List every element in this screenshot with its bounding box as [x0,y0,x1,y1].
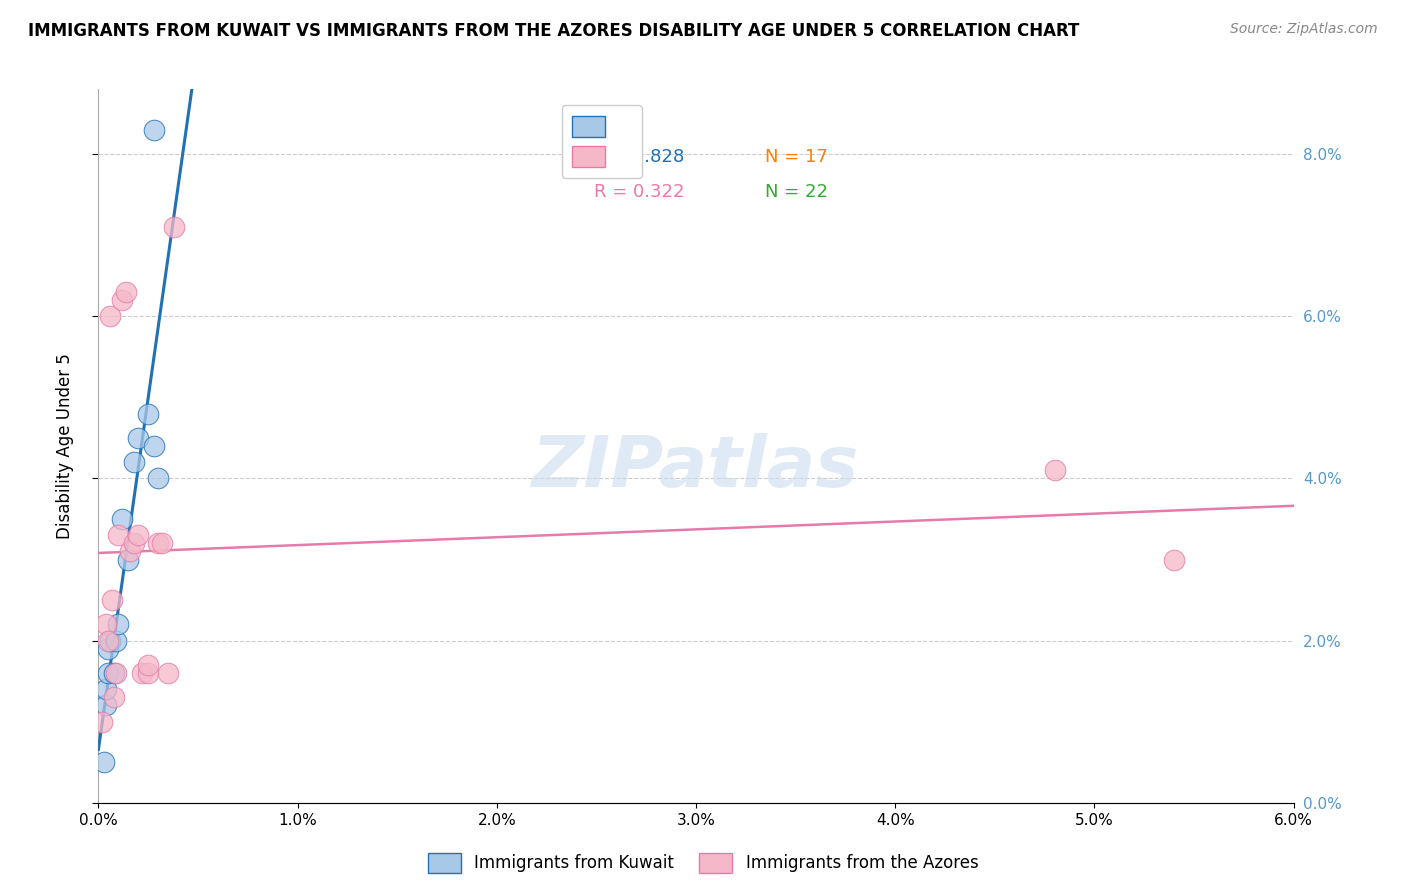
Point [105,633,128,648]
Point [148,536,170,550]
Point [157,666,180,681]
Point [107,617,129,632]
Point [117,552,139,566]
Point [105,666,128,681]
Point [131,666,153,681]
Point [136,407,159,421]
Point [148,471,170,485]
Point [107,528,129,542]
Point [98,633,122,648]
Point [136,666,159,681]
Legend:   ,   : , [561,105,641,178]
Point [115,285,138,299]
Point [111,293,134,307]
Text: R = 0.322: R = 0.322 [595,184,685,202]
Point [97,666,120,681]
Point [127,528,149,542]
Point [103,690,125,705]
Point [124,536,146,550]
Point [150,536,173,550]
Point [98,310,122,324]
Point [96,682,118,697]
Point [101,593,124,607]
Point [143,439,166,453]
Text: IMMIGRANTS FROM KUWAIT VS IMMIGRANTS FROM THE AZORES DISABILITY AGE UNDER 5 CORR: IMMIGRANTS FROM KUWAIT VS IMMIGRANTS FRO… [28,22,1080,40]
Text: ZIPatlas: ZIPatlas [533,433,859,502]
Y-axis label: Disability Age Under 5: Disability Age Under 5 [56,353,75,539]
Point [1163,552,1185,566]
Text: N = 17: N = 17 [765,148,828,166]
Point [1043,463,1066,477]
Point [163,220,186,235]
Text: N = 22: N = 22 [765,184,828,202]
Point [97,633,120,648]
Point [127,431,149,445]
Point [103,666,125,681]
Point [93,756,115,770]
Point [143,122,166,136]
Text: Source: ZipAtlas.com: Source: ZipAtlas.com [1230,22,1378,37]
Legend: Immigrants from Kuwait, Immigrants from the Azores: Immigrants from Kuwait, Immigrants from … [420,847,986,880]
Point [124,455,146,469]
Point [91,714,114,729]
Text: R = 0.828: R = 0.828 [595,148,685,166]
Point [136,657,159,672]
Point [96,698,118,713]
Point [96,617,118,632]
Point [97,641,120,656]
Point [120,544,142,558]
Point [111,512,134,526]
